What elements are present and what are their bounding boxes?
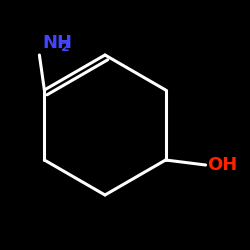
Text: 2: 2 [61,41,70,54]
Text: NH: NH [42,34,72,52]
Text: OH: OH [208,156,238,174]
